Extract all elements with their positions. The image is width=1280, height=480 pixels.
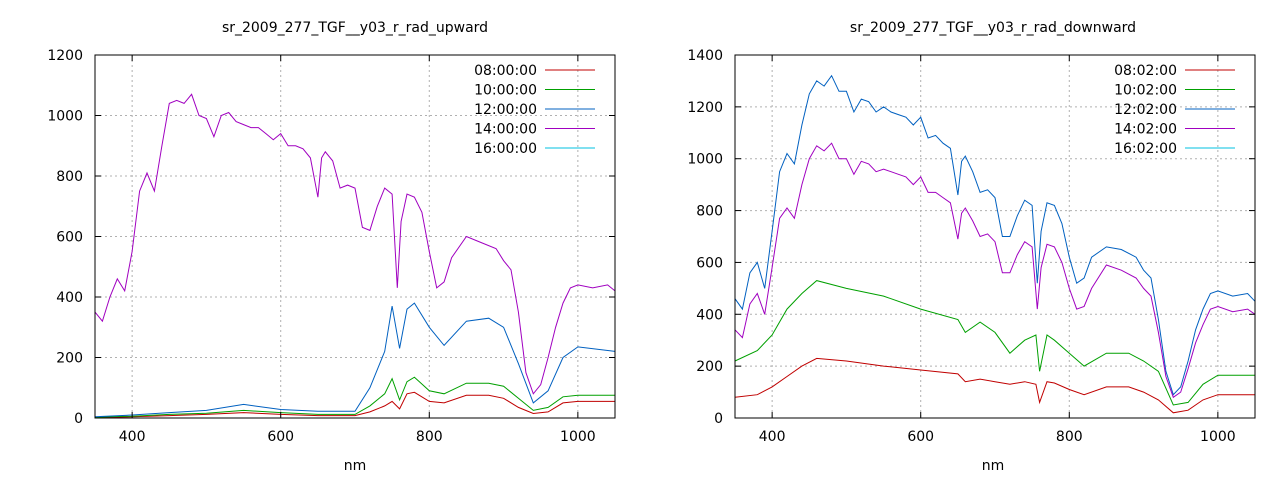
y-tick-label: 1400 xyxy=(687,48,723,64)
y-tick-label: 400 xyxy=(56,290,83,306)
x-tick-label: 600 xyxy=(907,429,934,445)
series-line-3 xyxy=(94,93,616,395)
plot-frame xyxy=(734,54,1256,419)
y-tick-label: 1000 xyxy=(47,109,83,125)
chart-title: sr_2009_277_TGF__y03_r_rad_upward xyxy=(222,20,488,36)
legend-label: 14:00:00 xyxy=(474,122,537,138)
x-axis-label: nm xyxy=(982,458,1005,474)
x-tick-label: 1000 xyxy=(1200,429,1236,445)
x-tick-label: 400 xyxy=(119,429,146,445)
y-tick-label: 600 xyxy=(56,230,83,246)
series-line-1 xyxy=(734,280,1255,406)
legend-label: 08:02:00 xyxy=(1114,63,1177,79)
legend-label: 16:02:00 xyxy=(1114,141,1177,157)
series-line-2 xyxy=(734,74,1256,396)
chart-panel-downward: sr_2009_277_TGF__y03_r_rad_downward nm 0… xyxy=(687,20,1256,474)
legend-label: 12:00:00 xyxy=(474,102,537,118)
x-tick-label: 400 xyxy=(759,429,786,445)
legend-label: 12:02:00 xyxy=(1114,102,1177,118)
y-tick-label: 800 xyxy=(56,169,83,185)
y-tick-label: 200 xyxy=(696,359,723,375)
y-tick-label: 0 xyxy=(74,411,83,427)
series-line-0 xyxy=(734,357,1255,414)
y-tick-label: 400 xyxy=(696,307,723,323)
series-line-0 xyxy=(94,391,615,418)
plot-area: 0 200 400 600 800 1000 1200 1400 400 600 800 1000 08… xyxy=(687,48,1256,445)
plot-area: 0 200 400 600 800 1000 1200 400 600 800 1000 08:00:… xyxy=(47,48,616,445)
y-tick-label: 800 xyxy=(696,204,723,220)
x-tick-label: 1000 xyxy=(560,429,596,445)
y-tick-label: 1200 xyxy=(687,100,723,116)
chart-title: sr_2009_277_TGF__y03_r_rad_downward xyxy=(850,20,1136,36)
x-tick-label: 800 xyxy=(1056,429,1083,445)
y-tick-label: 0 xyxy=(714,411,723,427)
series-line-3 xyxy=(734,142,1256,399)
series-line-2 xyxy=(94,302,616,418)
chart-panel-upward: sr_2009_277_TGF__y03_r_rad_upward nm 0 20… xyxy=(47,20,616,474)
x-tick-label: 600 xyxy=(267,429,294,445)
x-axis-label: nm xyxy=(344,458,367,474)
legend-label: 10:00:00 xyxy=(474,83,537,99)
y-tick-label: 1000 xyxy=(687,152,723,168)
y-tick-label: 1200 xyxy=(47,48,83,64)
legend-label: 10:02:00 xyxy=(1114,83,1177,99)
legend-label: 08:00:00 xyxy=(474,63,537,79)
legend-label: 16:00:00 xyxy=(474,141,537,157)
x-tick-label: 800 xyxy=(416,429,443,445)
y-tick-label: 600 xyxy=(696,255,723,271)
legend-label: 14:02:00 xyxy=(1114,122,1177,138)
series-line-1 xyxy=(94,376,615,418)
y-tick-label: 200 xyxy=(56,351,83,367)
